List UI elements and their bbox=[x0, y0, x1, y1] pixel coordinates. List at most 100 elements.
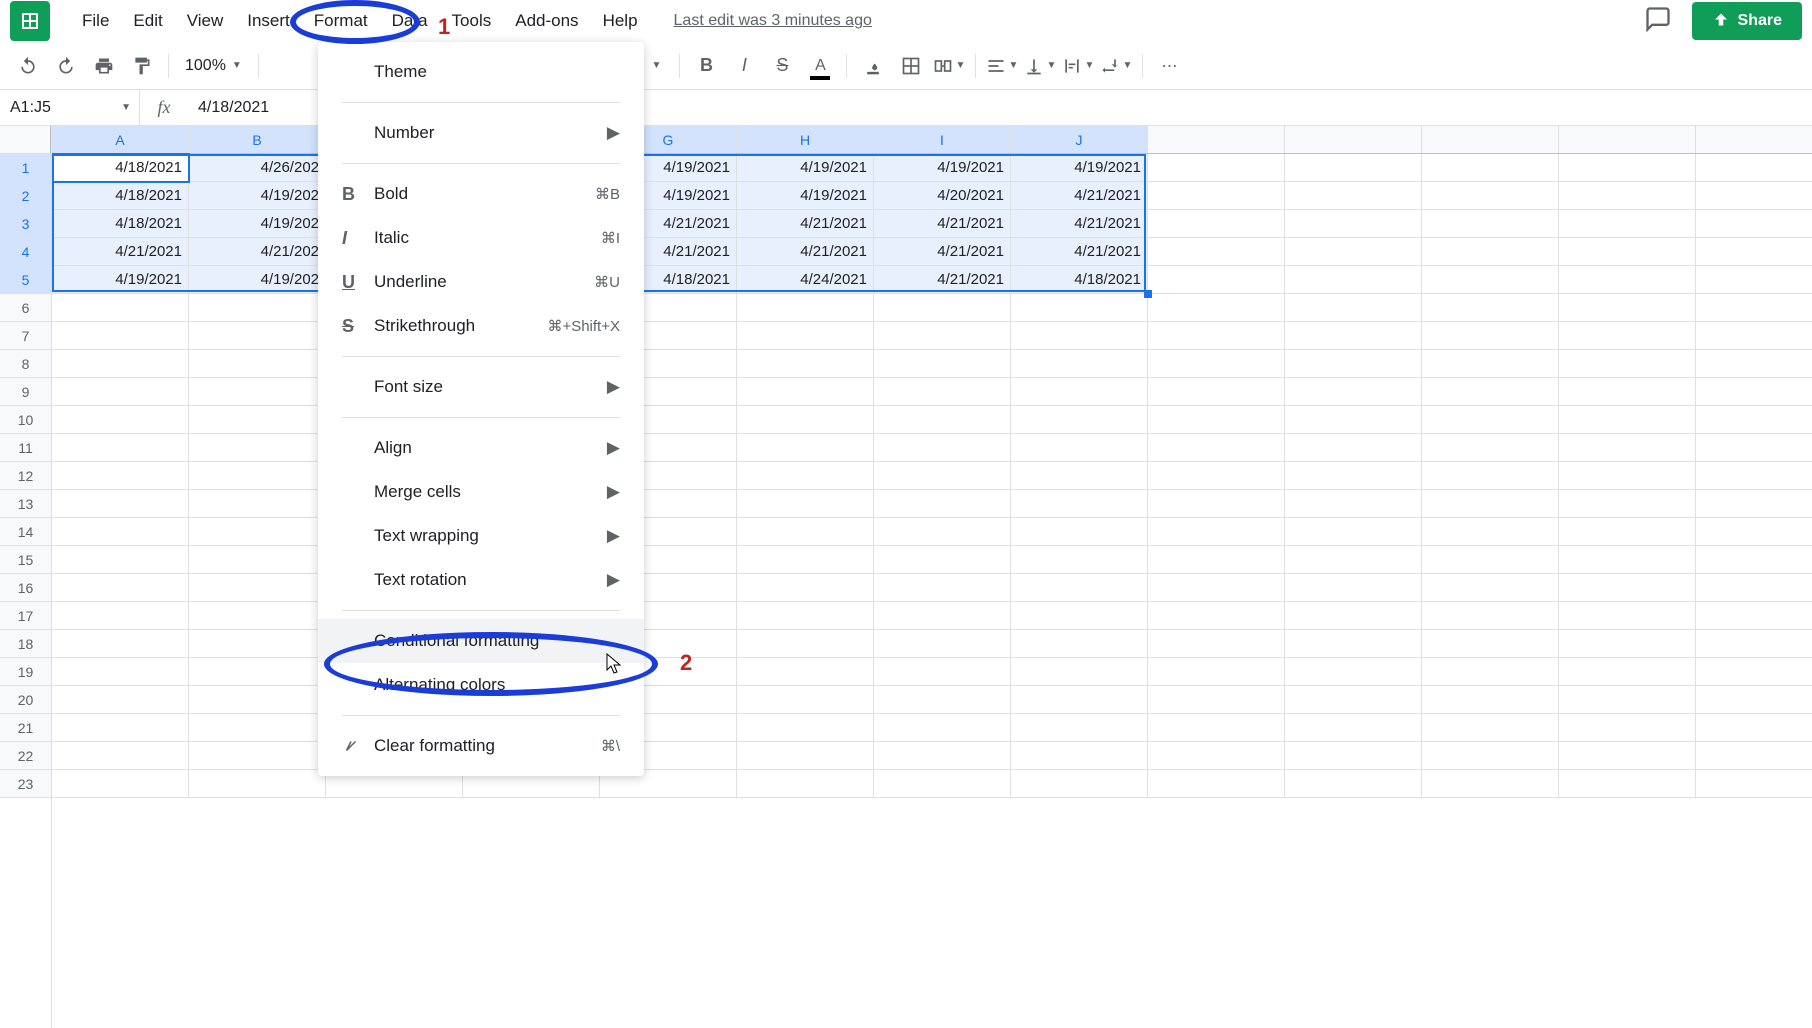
cell[interactable] bbox=[1011, 770, 1148, 798]
cell[interactable] bbox=[189, 294, 326, 322]
cell[interactable] bbox=[1559, 518, 1696, 546]
cell[interactable] bbox=[1696, 322, 1812, 350]
cell[interactable]: 4/21/2021 bbox=[1011, 210, 1148, 238]
row-number[interactable]: 21 bbox=[0, 714, 51, 742]
cell[interactable] bbox=[189, 630, 326, 658]
column-header[interactable]: A bbox=[52, 126, 189, 153]
cell[interactable] bbox=[1011, 406, 1148, 434]
cell[interactable] bbox=[1148, 462, 1285, 490]
menu-theme[interactable]: Theme bbox=[318, 50, 644, 94]
cell[interactable] bbox=[874, 630, 1011, 658]
cell[interactable] bbox=[1422, 770, 1559, 798]
row-number[interactable]: 9 bbox=[0, 378, 51, 406]
cell[interactable] bbox=[52, 742, 189, 770]
row-number[interactable]: 11 bbox=[0, 434, 51, 462]
cell[interactable] bbox=[1696, 770, 1812, 798]
menu-text-wrapping[interactable]: Text wrapping▶ bbox=[318, 514, 644, 558]
row-number[interactable]: 6 bbox=[0, 294, 51, 322]
cell[interactable] bbox=[874, 714, 1011, 742]
cell[interactable] bbox=[1148, 770, 1285, 798]
cell[interactable]: 4/21/202 bbox=[189, 238, 326, 266]
cell[interactable] bbox=[52, 294, 189, 322]
cell[interactable]: 4/18/2021 bbox=[52, 210, 189, 238]
cell[interactable] bbox=[1011, 742, 1148, 770]
cell[interactable]: 4/21/2021 bbox=[874, 210, 1011, 238]
cell[interactable] bbox=[52, 714, 189, 742]
cell[interactable] bbox=[1148, 350, 1285, 378]
cell[interactable] bbox=[737, 518, 874, 546]
cell[interactable] bbox=[1285, 490, 1422, 518]
cell[interactable] bbox=[1559, 210, 1696, 238]
cell[interactable] bbox=[1696, 182, 1812, 210]
cell[interactable]: 4/19/202 bbox=[189, 210, 326, 238]
cell[interactable] bbox=[1696, 518, 1812, 546]
column-header[interactable]: B bbox=[189, 126, 326, 153]
cell[interactable] bbox=[1422, 266, 1559, 294]
cell[interactable] bbox=[1559, 546, 1696, 574]
cell[interactable] bbox=[737, 294, 874, 322]
cell[interactable] bbox=[1148, 182, 1285, 210]
menu-file[interactable]: File bbox=[70, 5, 121, 37]
cell[interactable] bbox=[52, 630, 189, 658]
cell[interactable] bbox=[1011, 574, 1148, 602]
cell[interactable] bbox=[52, 462, 189, 490]
cell[interactable]: 4/21/2021 bbox=[737, 238, 874, 266]
cell[interactable] bbox=[1285, 182, 1422, 210]
cell[interactable] bbox=[1422, 630, 1559, 658]
cell[interactable] bbox=[1559, 434, 1696, 462]
cell[interactable] bbox=[1148, 406, 1285, 434]
strikethrough-button[interactable]: S bbox=[764, 48, 800, 84]
cell[interactable] bbox=[1422, 742, 1559, 770]
cell[interactable] bbox=[1148, 658, 1285, 686]
menu-font-size[interactable]: Font size▶ bbox=[318, 365, 644, 409]
cell[interactable] bbox=[1011, 490, 1148, 518]
cell[interactable] bbox=[52, 686, 189, 714]
cell[interactable] bbox=[1148, 574, 1285, 602]
cell[interactable] bbox=[52, 350, 189, 378]
select-all-corner[interactable] bbox=[0, 126, 51, 154]
cell[interactable] bbox=[1422, 322, 1559, 350]
cell[interactable] bbox=[737, 406, 874, 434]
cell[interactable] bbox=[1559, 238, 1696, 266]
row-number[interactable]: 18 bbox=[0, 630, 51, 658]
cell[interactable] bbox=[737, 350, 874, 378]
cell[interactable] bbox=[52, 518, 189, 546]
cell[interactable] bbox=[1696, 154, 1812, 182]
zoom-select[interactable]: 100% ▼ bbox=[177, 57, 250, 75]
cell[interactable] bbox=[1422, 574, 1559, 602]
cell[interactable] bbox=[1696, 406, 1812, 434]
cell[interactable] bbox=[1422, 378, 1559, 406]
cell[interactable] bbox=[1422, 602, 1559, 630]
column-header[interactable]: I bbox=[874, 126, 1011, 153]
cell[interactable] bbox=[1559, 686, 1696, 714]
cell[interactable]: 4/18/2021 bbox=[52, 154, 189, 182]
cell[interactable] bbox=[1011, 714, 1148, 742]
cell[interactable] bbox=[1422, 462, 1559, 490]
cell[interactable] bbox=[189, 490, 326, 518]
paint-format-button[interactable] bbox=[124, 48, 160, 84]
undo-button[interactable] bbox=[10, 48, 46, 84]
row-number[interactable]: 3 bbox=[0, 210, 51, 238]
cell[interactable] bbox=[1285, 266, 1422, 294]
merge-cells-button[interactable]: ▼ bbox=[931, 48, 967, 84]
cell[interactable] bbox=[1696, 378, 1812, 406]
cell[interactable] bbox=[874, 434, 1011, 462]
cell[interactable] bbox=[1148, 322, 1285, 350]
cell[interactable] bbox=[1148, 266, 1285, 294]
cell[interactable]: 4/26/202 bbox=[189, 154, 326, 182]
cell[interactable] bbox=[1285, 518, 1422, 546]
cell[interactable] bbox=[874, 742, 1011, 770]
cell[interactable] bbox=[1148, 154, 1285, 182]
menu-italic[interactable]: IItalic⌘I bbox=[318, 216, 644, 260]
cell[interactable] bbox=[1422, 686, 1559, 714]
cell[interactable] bbox=[874, 658, 1011, 686]
column-header[interactable] bbox=[1696, 126, 1812, 153]
cell[interactable] bbox=[874, 490, 1011, 518]
column-header[interactable] bbox=[1285, 126, 1422, 153]
row-number[interactable]: 19 bbox=[0, 658, 51, 686]
cell[interactable] bbox=[1285, 350, 1422, 378]
cell[interactable] bbox=[1148, 602, 1285, 630]
cell[interactable] bbox=[1285, 154, 1422, 182]
cell[interactable] bbox=[1559, 462, 1696, 490]
cell[interactable] bbox=[1559, 378, 1696, 406]
